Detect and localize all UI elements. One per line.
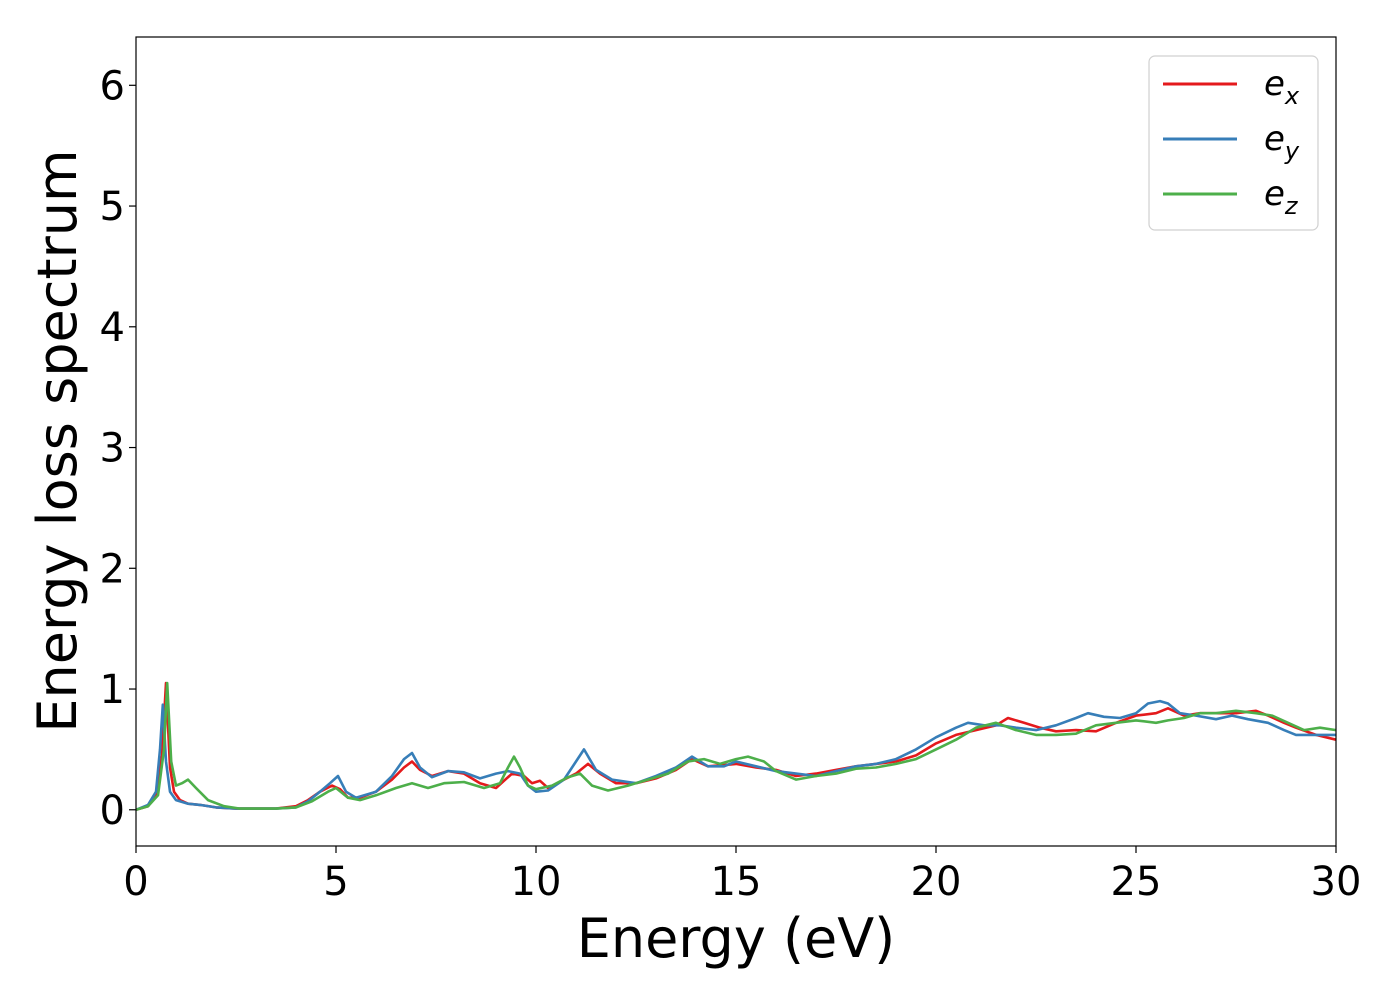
legend: ex ey ez <box>1148 55 1319 231</box>
x-tick-label: 5 <box>323 859 348 905</box>
plot-area <box>136 37 1336 846</box>
legend-entry: ey <box>1163 119 1300 165</box>
y-tick-label: 6 <box>100 63 125 109</box>
legend-label-ez: ez <box>1264 174 1299 220</box>
y-tick-label: 2 <box>100 546 125 592</box>
x-axis-ticks: 0 5 10 15 20 25 30 <box>123 846 1361 905</box>
legend-entry: ez <box>1163 174 1299 220</box>
y-axis-label: Energy loss spectrum <box>26 149 89 732</box>
y-axis-ticks: 0 1 2 3 4 5 6 <box>100 63 136 834</box>
legend-entry: ex <box>1163 64 1300 110</box>
legend-label-ex: ex <box>1264 64 1300 110</box>
y-tick-label: 4 <box>100 305 125 351</box>
legend-label-ey: ey <box>1264 119 1300 165</box>
x-tick-label: 0 <box>123 859 148 905</box>
legend-frame <box>1148 55 1319 231</box>
y-tick-label: 5 <box>100 184 125 230</box>
series-layer <box>135 681 1337 812</box>
x-axis-label: Energy (eV) <box>577 907 896 970</box>
x-tick-label: 15 <box>711 859 762 905</box>
series-line-ez <box>135 681 1337 812</box>
x-tick-label: 30 <box>1311 859 1362 905</box>
x-tick-label: 20 <box>911 859 962 905</box>
x-tick-label: 25 <box>1111 859 1162 905</box>
x-tick-label: 10 <box>511 859 562 905</box>
y-tick-label: 1 <box>100 667 125 713</box>
y-tick-label: 3 <box>100 426 125 472</box>
y-tick-label: 0 <box>100 788 125 834</box>
